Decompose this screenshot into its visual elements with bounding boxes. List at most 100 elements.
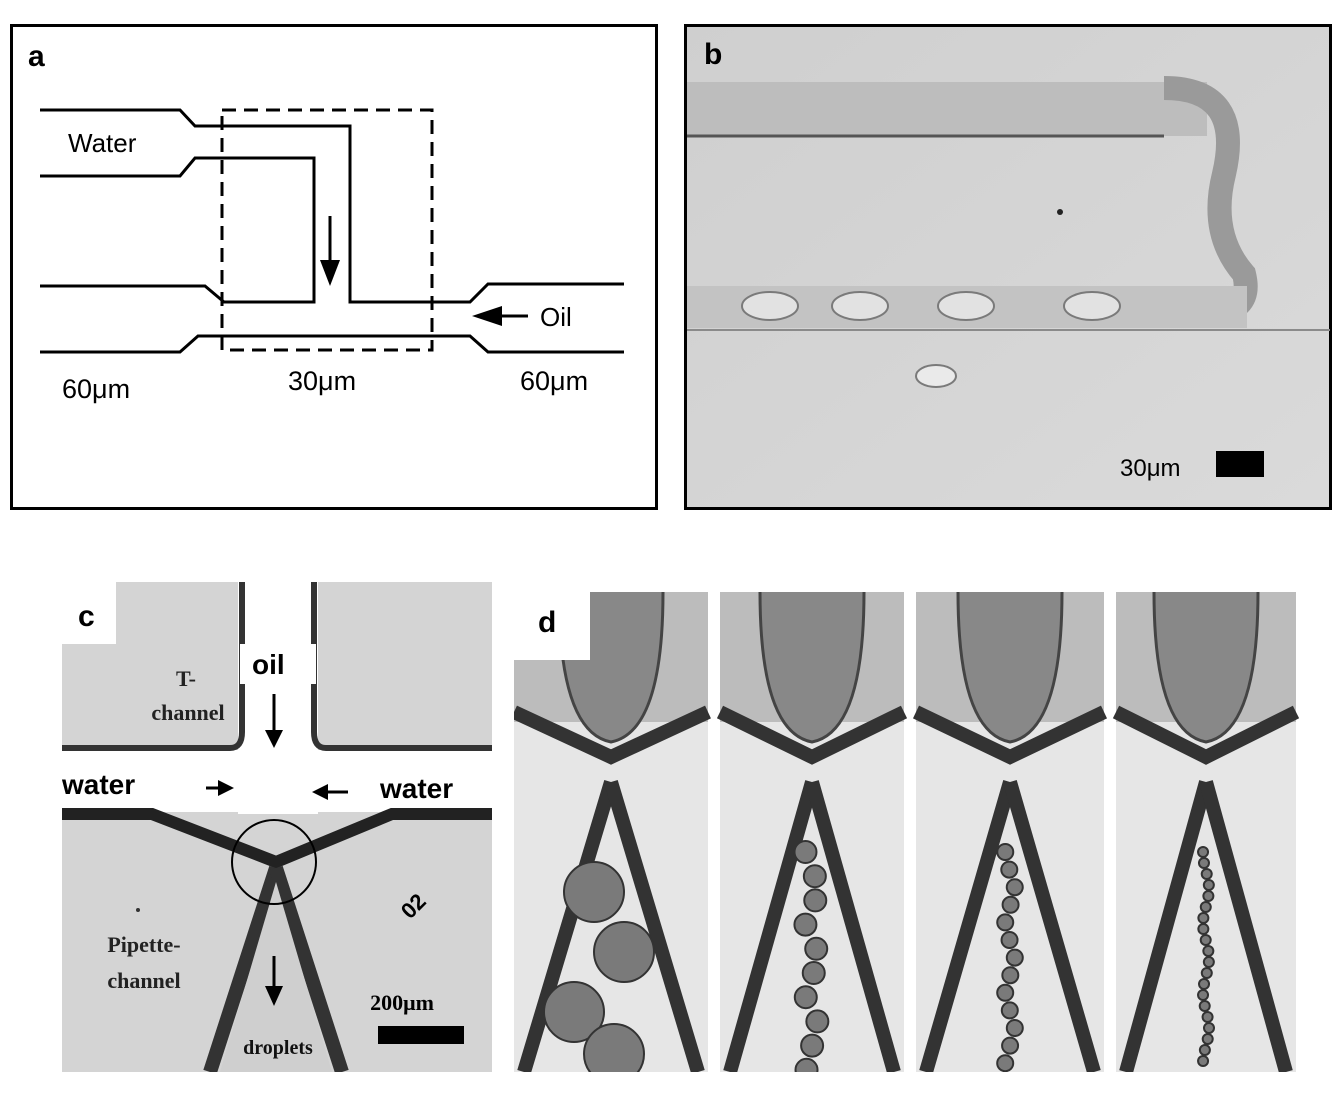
t-channel-right-wall — [311, 582, 492, 751]
panel-c-label: c — [78, 600, 95, 633]
droplet — [741, 291, 799, 321]
panel-d-frames: d — [511, 591, 1300, 1085]
water-right-label: water — [379, 773, 453, 804]
oil-nozzle — [956, 591, 1064, 744]
oil-label: oil — [252, 649, 285, 680]
droplet — [1198, 978, 1211, 990]
pipette-left-wall — [919, 780, 1017, 1074]
droplet — [1005, 1019, 1024, 1037]
water-label: Water — [68, 128, 137, 158]
pipette-right-wall — [805, 780, 901, 1074]
droplet — [1197, 923, 1210, 935]
panel-c-micrograph: c oil T- channel water water Pipette- ch… — [61, 582, 492, 1075]
droplet — [1197, 846, 1210, 858]
droplet — [800, 1033, 825, 1058]
droplet — [1063, 291, 1121, 321]
pipette-right-wall — [1003, 780, 1101, 1074]
water-channel-inner-wall — [40, 156, 316, 304]
panel-b-scale-label: 30μm — [1120, 455, 1181, 482]
panel-b-micrograph: 30μm b — [684, 24, 1332, 510]
pipette-left-wall — [1119, 780, 1213, 1074]
panel-d: d — [511, 591, 1304, 1085]
droplet — [1198, 1000, 1211, 1012]
pipette-channel-label-line2: channel — [107, 968, 180, 993]
droplets-arrowhead — [265, 986, 283, 1006]
oil-label-box — [240, 644, 316, 684]
pipette-interior — [220, 882, 332, 1072]
pipette-channel-upper-wall — [62, 808, 492, 869]
frame-1 — [511, 591, 711, 1085]
droplet — [583, 1023, 645, 1085]
frame-4 — [1112, 591, 1300, 1074]
droplet — [793, 840, 818, 864]
droplet — [1202, 879, 1215, 891]
droplet — [996, 983, 1015, 1002]
t-channel-label-line2: channel — [151, 700, 224, 725]
t-channel-label-line1: T- — [176, 666, 196, 691]
droplet — [1201, 1011, 1214, 1023]
droplet — [593, 921, 655, 983]
pipette-left-wall — [517, 779, 618, 1075]
stray-droplet — [915, 364, 957, 388]
oil-arrowhead — [265, 730, 283, 748]
panel-b-label: b — [704, 38, 722, 71]
oil-flow-arrowhead — [472, 306, 502, 326]
droplet — [1202, 956, 1215, 968]
droplet — [831, 291, 889, 321]
droplet — [937, 291, 995, 321]
panel-a: a Water Oil 60μm 30μm 60μm — [10, 24, 658, 510]
oil-nozzle — [1152, 591, 1260, 744]
junction-wall — [716, 705, 908, 765]
oil-nozzle — [758, 591, 866, 744]
water-channel-outer-wall — [40, 108, 624, 304]
droplet — [1001, 1036, 1020, 1055]
droplet — [1000, 860, 1019, 879]
pipette-left-wall — [723, 780, 819, 1074]
zoom-region-box — [220, 108, 434, 352]
droplet — [563, 861, 625, 923]
debris-dot — [136, 908, 140, 912]
debris-dot — [1057, 209, 1063, 215]
pipette-channel-label-line1: Pipette- — [107, 932, 180, 957]
droplet — [543, 981, 605, 1043]
width-center-label: 30μm — [288, 366, 356, 396]
junction-wall — [1112, 705, 1300, 765]
droplet — [1197, 857, 1210, 869]
panel-b-scale-bar — [1216, 451, 1264, 477]
vertical-oil-channel — [238, 582, 318, 814]
droplet — [1197, 989, 1210, 1001]
t-channel-left-wall — [62, 582, 245, 751]
water-left-arrowhead — [218, 780, 234, 796]
droplet — [1000, 931, 1019, 949]
droplet — [802, 864, 827, 889]
frame-3 — [912, 591, 1108, 1074]
droplet — [803, 888, 828, 913]
droplet — [1005, 878, 1024, 897]
droplet — [1200, 868, 1213, 880]
droplet — [1200, 967, 1213, 979]
oil-label: Oil — [540, 302, 572, 332]
droplet — [1199, 901, 1212, 913]
pipette-right-wall — [1199, 780, 1293, 1074]
droplet — [1197, 912, 1210, 924]
droplet — [804, 936, 829, 961]
width-left-label: 60μm — [62, 374, 130, 404]
pipette-left-wall — [203, 865, 283, 1075]
droplet — [1202, 1022, 1215, 1034]
droplet — [793, 912, 818, 937]
pipette-right-wall — [604, 779, 705, 1075]
droplet — [1202, 890, 1215, 902]
droplet — [996, 913, 1015, 932]
droplets-label: droplets — [243, 1037, 313, 1059]
panel-d-label: d — [538, 606, 556, 639]
water-right-arrowhead — [312, 784, 328, 800]
droplet — [805, 1009, 830, 1034]
droplet — [1197, 1055, 1210, 1067]
frame-2 — [716, 591, 908, 1082]
junction-circle — [231, 819, 317, 905]
panel-c-scale-bar — [378, 1026, 464, 1044]
droplet — [801, 961, 826, 985]
panel-c: c oil T- channel water water Pipette- ch… — [61, 582, 492, 1075]
droplet — [1198, 1044, 1211, 1056]
main-channel-bottom-wall — [40, 334, 624, 354]
